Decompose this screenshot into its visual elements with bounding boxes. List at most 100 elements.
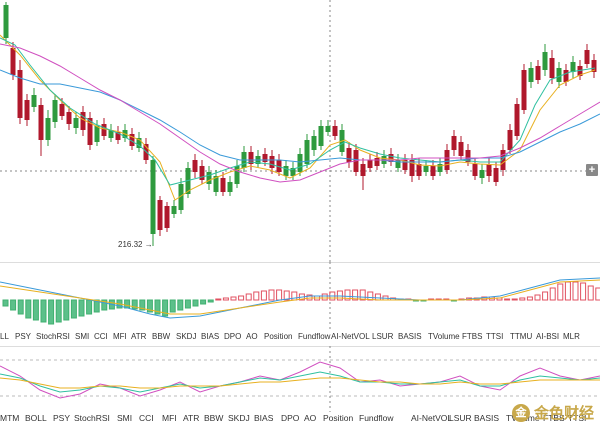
oscillator-line-pink [0, 361, 600, 399]
candlestick [304, 134, 310, 168]
indicator-tab-fundflow[interactable]: Fundflow [298, 332, 331, 341]
candle-body [584, 50, 590, 64]
indicator-tab-lower-cci[interactable]: CCI [139, 413, 154, 423]
candle-body [493, 168, 499, 182]
indicator-tab-lower-bbw[interactable]: BBW [204, 413, 224, 423]
indicator-tab-position[interactable]: Position [264, 332, 293, 341]
histogram-bar [580, 282, 587, 301]
candle-body [444, 150, 450, 170]
candlestick [395, 154, 401, 172]
histogram-bar [352, 289, 359, 301]
candle-body [10, 48, 16, 75]
histogram-indicator-svg[interactable] [0, 262, 600, 330]
indicator-tab-lower-ftbs[interactable]: FTBS [543, 413, 565, 423]
histogram-bar [139, 299, 146, 311]
histogram-bar [154, 299, 161, 315]
candlestick [402, 154, 408, 174]
candle-body [500, 150, 506, 170]
indicator-tab-lower-atr[interactable]: ATR [183, 413, 200, 423]
candle-body [220, 178, 226, 192]
price-chart-svg[interactable] [0, 0, 600, 262]
indicator-tab-mlr[interactable]: MLR [563, 332, 580, 341]
indicator-tab-lsur[interactable]: LSUR [372, 332, 394, 341]
candlestick [87, 112, 93, 150]
candlestick [493, 162, 499, 186]
indicator-tab-dpo[interactable]: DPO [224, 332, 242, 341]
indicator-tab-ll[interactable]: LL [0, 332, 9, 341]
indicator-tab-atr[interactable]: ATR [131, 332, 147, 341]
histogram-bar [169, 299, 176, 313]
candlestick [332, 120, 338, 140]
indicator-tab-ai-bsi[interactable]: AI-BSI [536, 332, 560, 341]
indicator-tab-bbw[interactable]: BBW [152, 332, 171, 341]
histogram-bar [238, 295, 245, 301]
candlestick [591, 54, 597, 78]
indicator-tab-lower-boll[interactable]: BOLL [25, 413, 47, 423]
histogram-bar [10, 299, 17, 311]
indicator-tab-lower-bias[interactable]: BIAS [254, 413, 274, 423]
candlestick [521, 64, 527, 114]
indicator-tab-psy[interactable]: PSY [15, 332, 32, 341]
histogram-indicator-pane[interactable] [0, 262, 600, 330]
indicator-tab-lower-mfi[interactable]: MFI [162, 413, 177, 423]
indicator-tab-lower-smi[interactable]: SMI [117, 413, 133, 423]
candle-body [528, 68, 534, 82]
indicator-tab-lower-lsur[interactable]: LSUR [449, 413, 472, 423]
oscillator-indicator-svg[interactable] [0, 346, 600, 412]
oscillator-indicator-pane[interactable] [0, 346, 600, 412]
candle-body [360, 164, 366, 176]
candlestick [416, 158, 422, 180]
indicator-tab-lower-skdj[interactable]: SKDJ [228, 413, 250, 423]
candle-body [535, 66, 541, 80]
candlestick [528, 62, 534, 88]
candlestick [227, 176, 233, 196]
histogram-bar [215, 298, 222, 301]
candlestick [73, 112, 79, 134]
histogram-bar [321, 293, 328, 301]
indicator-tab-lower-ttsi[interactable]: TTSI [568, 413, 587, 423]
indicator-tab-cci[interactable]: CCI [94, 332, 108, 341]
indicator-tab-skdj[interactable]: SKDJ [176, 332, 197, 341]
candle-body [591, 60, 597, 72]
indicator-tab-ttsi[interactable]: TTSI [486, 332, 504, 341]
ma-line-pink [0, 43, 600, 183]
indicator-tab-lower-stochrsi[interactable]: StochRSI [74, 413, 110, 423]
indicator-tab-lower-psy[interactable]: PSY [53, 413, 71, 423]
indicator-tab-lower-dpo[interactable]: DPO [281, 413, 300, 423]
indicator-tab-mfi[interactable]: MFI [113, 332, 127, 341]
indicator-tab-lower-basis[interactable]: BASIS [474, 413, 500, 423]
candle-body [297, 154, 303, 172]
candle-body [367, 160, 373, 168]
price-chart-pane[interactable]: 216.32 → + [0, 0, 600, 262]
histogram-bar [511, 298, 518, 301]
candlestick [255, 150, 261, 168]
candle-body [276, 160, 282, 172]
candle-body [346, 148, 352, 162]
indicator-tab-smi[interactable]: SMI [75, 332, 90, 341]
indicator-tab-ai-netvol[interactable]: AI-NetVOL [331, 332, 370, 341]
ma-line-green [0, 37, 596, 186]
indicator-tab-bias[interactable]: BIAS [201, 332, 220, 341]
add-indicator-button[interactable]: + [586, 164, 598, 176]
candle-body [395, 160, 401, 168]
candlestick [45, 110, 51, 146]
indicator-tab-lower-mtm[interactable]: MTM [0, 413, 20, 423]
candle-body [157, 200, 163, 230]
indicator-tab-lower-ai-netvol[interactable]: AI-NetVOL [411, 413, 453, 423]
indicator-tab-ttmu[interactable]: TTMU [510, 332, 533, 341]
candlestick [430, 160, 436, 180]
candle-body [129, 134, 135, 146]
candlestick [423, 160, 429, 176]
histogram-bar [260, 290, 267, 301]
indicator-tab-ao[interactable]: AO [246, 332, 258, 341]
indicator-tab-ftbs[interactable]: FTBS [462, 332, 483, 341]
indicator-tab-stochrsi[interactable]: StochRSI [36, 332, 70, 341]
histogram-bar [32, 299, 39, 321]
candle-body [17, 70, 23, 118]
indicator-tab-lower-position[interactable]: Position [323, 413, 354, 423]
watermark-logo-icon: 金 [511, 403, 530, 422]
indicator-tab-lower-fundflow[interactable]: Fundflow [359, 413, 394, 423]
indicator-tab-tvolume[interactable]: TVolume [428, 332, 460, 341]
indicator-tab-lower-ao[interactable]: AO [304, 413, 317, 423]
indicator-tab-basis[interactable]: BASIS [398, 332, 422, 341]
